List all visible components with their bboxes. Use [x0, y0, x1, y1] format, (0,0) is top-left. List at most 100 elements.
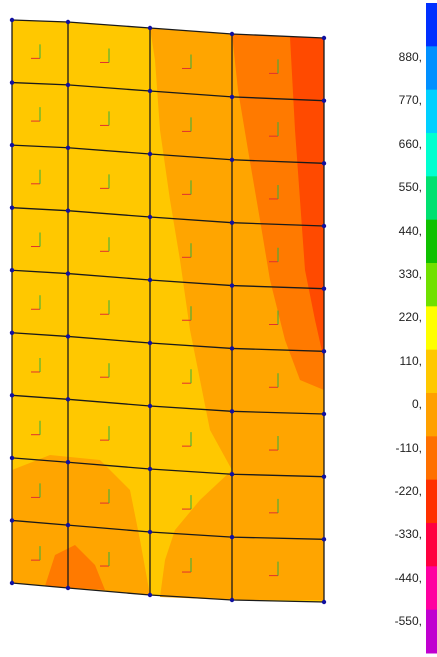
element-axis-icon [269, 247, 279, 263]
mesh-node [65, 145, 71, 150]
legend-color-swatch [426, 133, 437, 177]
legend-color-swatch [426, 46, 437, 91]
element-axis-icon [31, 107, 41, 122]
element-axis-icon [269, 373, 279, 388]
legend-color-swatch [426, 523, 437, 567]
mesh-node [321, 98, 327, 103]
legend-label: 550, [398, 180, 422, 195]
element-axis-icon [100, 174, 110, 189]
contour-band-orange-bottom [45, 545, 105, 590]
legend-color-swatch [426, 219, 437, 264]
element-axis-icon [182, 306, 192, 321]
mesh-node [229, 94, 235, 100]
mesh-node [9, 205, 15, 210]
mesh-node [65, 334, 71, 339]
mesh-node [321, 411, 327, 417]
element-axis-icon [100, 237, 110, 252]
element-axis-icon [31, 169, 41, 185]
mesh-node [65, 82, 71, 88]
element-axis-icon [100, 111, 110, 126]
element-axis-icon [269, 561, 279, 577]
contour-band-red [290, 37, 324, 360]
mesh-node [147, 25, 153, 31]
mesh-node [65, 460, 71, 465]
mesh-node [321, 286, 327, 291]
mesh-node [9, 80, 15, 85]
mesh-node [321, 474, 327, 479]
mesh-node [147, 88, 153, 94]
mesh-node [321, 35, 327, 41]
mesh-node [229, 346, 235, 351]
legend-color-swatch [426, 176, 437, 221]
element-axis-icon [100, 489, 110, 504]
mesh-node [9, 580, 15, 586]
legend-color-swatch [426, 306, 437, 351]
mesh-node [321, 349, 327, 354]
mesh-node [9, 393, 15, 398]
element-axis-icon [182, 243, 192, 258]
mesh-node [147, 529, 153, 535]
contour-band-light-orange-bottom [12, 455, 150, 595]
mesh-nodes [9, 17, 327, 605]
element-axis-icon [269, 184, 279, 200]
element-axis-icon [31, 420, 41, 436]
legend-label: 660, [398, 136, 422, 151]
element-axis-icon [31, 357, 41, 373]
mesh-node [147, 277, 153, 283]
element-axis-icon [31, 44, 41, 59]
element-axis-icon [269, 436, 279, 451]
legend-color-swatch [426, 393, 437, 437]
legend-label: 440, [398, 223, 422, 238]
element-axis-icon [182, 495, 192, 510]
mesh-node [229, 472, 235, 477]
element-axis-icon [31, 232, 41, 248]
legend-label: -110, [395, 440, 422, 455]
mesh-node [65, 208, 71, 213]
legend-color-swatch [426, 89, 437, 134]
mesh-node [147, 466, 153, 472]
legend-color-swatch [426, 3, 437, 47]
mesh-node [321, 599, 327, 605]
mesh-node [229, 597, 235, 603]
mesh-node [321, 223, 327, 229]
mesh-node [229, 283, 235, 288]
mesh-node [147, 151, 153, 157]
element-axis-icon [100, 552, 110, 567]
legend-color-swatch [426, 479, 437, 524]
element-axes [31, 44, 279, 577]
legend-label: 770, [398, 93, 422, 108]
element-axis-icon [269, 59, 279, 74]
legend-label: -440, [394, 570, 422, 585]
mesh-node [147, 340, 153, 346]
legend-label: -220, [394, 484, 422, 498]
element-axis-icon [100, 48, 110, 63]
element-axis-icon [31, 546, 41, 561]
element-axis-icon [182, 432, 192, 447]
legend-color-swatch [426, 263, 437, 307]
mesh-node [9, 455, 15, 461]
mesh-node [65, 19, 71, 25]
element-axis-icon [182, 117, 192, 132]
color-legend-bar [426, 3, 437, 654]
mesh-node [65, 271, 71, 276]
element-axis-icon [100, 363, 110, 378]
stress-contours [12, 20, 324, 602]
element-axis-icon [269, 310, 279, 325]
legend-label: -330, [394, 527, 422, 542]
mesh-node [147, 403, 153, 409]
element-axis-icon [100, 300, 110, 315]
element-axis-icon [100, 426, 110, 441]
mesh-node [229, 157, 235, 162]
mesh-node [229, 409, 235, 414]
legend-label: 0, [411, 397, 422, 412]
mesh-node [229, 31, 235, 37]
mesh-node [147, 592, 153, 598]
mesh-node [321, 161, 327, 166]
element-axis-icon [182, 369, 192, 384]
element-axis-icon [182, 180, 192, 195]
mesh-node [9, 268, 15, 273]
legend-color-swatch [426, 566, 437, 611]
mesh-node [65, 397, 71, 402]
mesh-node [147, 214, 153, 220]
